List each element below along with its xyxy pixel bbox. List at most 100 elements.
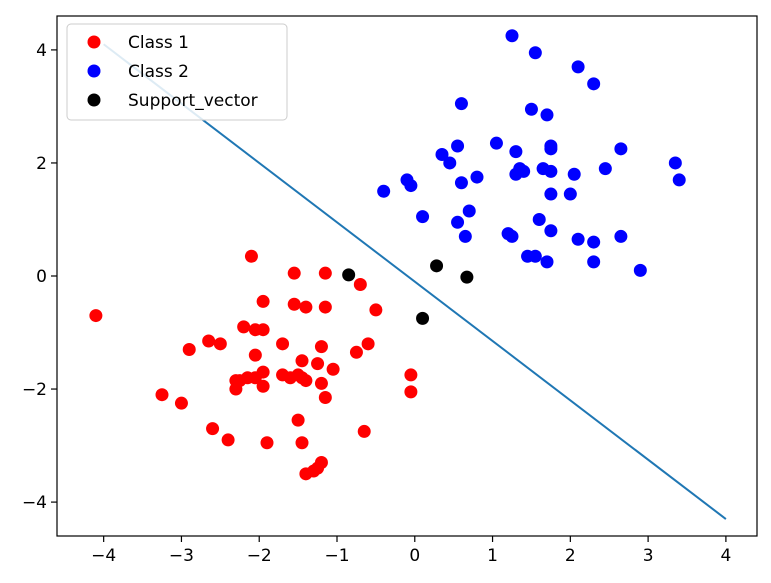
- x-axis: −4 −3 −2 −1 0 1 2 3 4: [91, 536, 731, 566]
- legend-box: [66, 23, 288, 121]
- class-2-point: [524, 102, 538, 116]
- class-1-point: [248, 348, 262, 362]
- class-2-point: [587, 77, 601, 91]
- class-2-point: [528, 249, 542, 263]
- class-1-point: [155, 388, 169, 402]
- class-1-point: [314, 340, 328, 354]
- class-2-point: [672, 173, 686, 187]
- class-2-point: [509, 145, 523, 159]
- class-1-point: [237, 320, 251, 334]
- class-1-point: [349, 345, 363, 359]
- class-2-point: [451, 215, 465, 229]
- class-1-point: [299, 374, 313, 388]
- class-1-point: [287, 266, 301, 280]
- class-2-point: [489, 136, 503, 150]
- class-1-point: [256, 379, 270, 393]
- class-2-point: [528, 46, 542, 60]
- x-tick-label: −1: [324, 546, 349, 566]
- class-1-point: [299, 300, 313, 314]
- class-2-point: [567, 167, 581, 181]
- class-2-point: [544, 187, 558, 201]
- class-1-point: [206, 422, 220, 436]
- legend-marker-class-1: [87, 35, 101, 49]
- class-1-point: [404, 368, 418, 382]
- class-2-point: [614, 229, 628, 243]
- class-2-point: [443, 156, 457, 170]
- class-2-point: [587, 255, 601, 269]
- class-1-point: [361, 337, 375, 351]
- y-tick-label: 4: [36, 41, 47, 61]
- class-1-point: [221, 433, 235, 447]
- class-2-point: [435, 147, 449, 161]
- class-1-point: [213, 337, 227, 351]
- class-2-point: [505, 29, 519, 43]
- class-2-point: [540, 108, 554, 122]
- x-tick-label: −4: [91, 546, 116, 566]
- class-2-point: [377, 184, 391, 198]
- class-1-point: [318, 391, 332, 405]
- points-layer: [89, 29, 686, 481]
- class-1-point: [202, 334, 216, 348]
- legend-label-support-vector: Support_vector: [128, 91, 258, 111]
- class-1-point: [244, 249, 258, 263]
- class-2-point: [614, 142, 628, 156]
- x-tick-label: −2: [247, 546, 272, 566]
- legend-label-class-2: Class 2: [128, 62, 189, 82]
- class-2-point: [587, 235, 601, 249]
- class-1-point: [276, 337, 290, 351]
- legend: Class 1 Class 2 Support_vector: [66, 23, 288, 121]
- class-1-point: [260, 436, 274, 450]
- class-2-point: [451, 139, 465, 153]
- class-2-point: [544, 164, 558, 178]
- x-tick-label: 4: [720, 546, 731, 566]
- y-axis: −4 −2 0 2 4: [22, 41, 57, 513]
- class-2-point: [454, 176, 468, 190]
- x-tick-label: 1: [487, 546, 498, 566]
- x-tick-label: 2: [565, 546, 576, 566]
- x-tick-label: 3: [643, 546, 654, 566]
- class-1-point: [256, 323, 270, 337]
- x-tick-label: 0: [409, 546, 420, 566]
- class-1-point: [318, 300, 332, 314]
- class-1-point: [174, 396, 188, 410]
- class-2-point: [563, 187, 577, 201]
- legend-label-class-1: Class 1: [128, 33, 189, 53]
- class-1-point: [291, 413, 305, 427]
- x-tick-label: −3: [169, 546, 194, 566]
- class-1-point: [311, 461, 325, 475]
- support-vector-point: [460, 270, 474, 284]
- class-2-point: [532, 212, 546, 226]
- class-2-point: [598, 162, 612, 176]
- y-tick-label: −2: [22, 380, 47, 400]
- support-vector-point: [430, 259, 444, 273]
- class-2-point: [544, 224, 558, 238]
- class-2-point: [416, 210, 430, 224]
- class-2-point: [668, 156, 682, 170]
- class-2-point: [470, 170, 484, 184]
- class-1-point: [182, 342, 196, 356]
- class-2-point: [458, 229, 472, 243]
- class-2-point: [462, 204, 476, 218]
- class-1-point: [326, 362, 340, 376]
- class-2-point: [544, 142, 558, 156]
- class-1-point: [256, 365, 270, 379]
- class-1-point: [311, 357, 325, 371]
- class-1-point: [318, 266, 332, 280]
- class-2-point: [404, 179, 418, 193]
- y-tick-label: −4: [22, 493, 47, 513]
- class-2-point: [517, 164, 531, 178]
- class-1-point: [314, 376, 328, 390]
- class-1-point: [369, 303, 383, 317]
- class-1-point: [404, 385, 418, 399]
- decision-boundary-layer: [103, 43, 727, 520]
- class-2-point: [501, 227, 515, 241]
- class-1-point: [357, 424, 371, 438]
- class-2-point: [633, 263, 647, 277]
- y-tick-label: 0: [36, 267, 47, 287]
- support-vector-point: [342, 268, 356, 282]
- decision-boundary-line: [103, 43, 727, 520]
- class-1-point: [295, 436, 309, 450]
- class-1-point: [89, 309, 103, 323]
- class-1-point: [229, 382, 243, 396]
